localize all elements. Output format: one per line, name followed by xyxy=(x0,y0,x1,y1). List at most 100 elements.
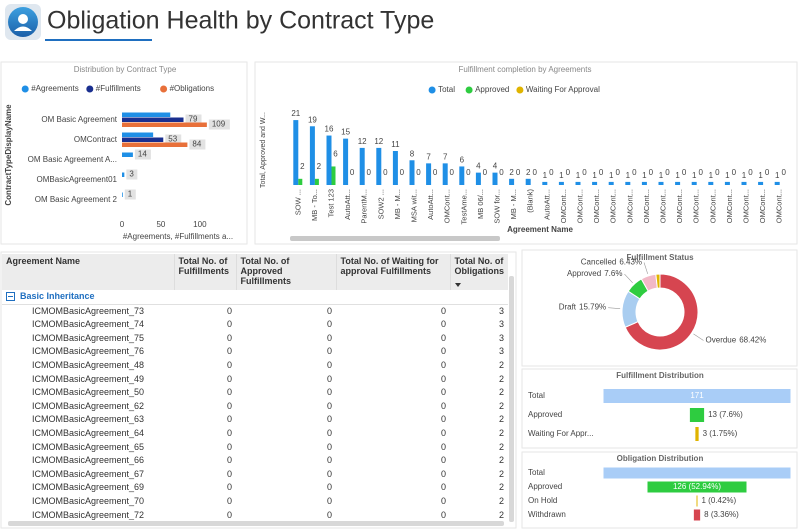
slice-label: Draft 15.79% xyxy=(559,303,606,312)
expand-toggle[interactable] xyxy=(6,292,15,302)
data-label: 0 xyxy=(549,168,554,177)
legend-swatch xyxy=(21,85,29,93)
data-label: 8 xyxy=(410,149,415,158)
bar xyxy=(675,181,681,185)
number-cell: 2 xyxy=(498,400,504,411)
funnel-bar xyxy=(603,389,791,403)
y-axis-label: Total, Approved and W... xyxy=(260,112,267,188)
number-cell: 0 xyxy=(440,427,446,438)
scrollbar[interactable] xyxy=(8,521,504,526)
name-cell: ICMOMBasicAgreement_64 xyxy=(32,427,145,438)
x-tick-label: AutoAtt... xyxy=(542,189,551,220)
name-cell: ICMOMBasicAgreement_72 xyxy=(32,509,145,520)
bar xyxy=(592,181,598,185)
legend-label: Approved xyxy=(475,85,509,94)
number-cell: 0 xyxy=(326,509,332,520)
leader-line xyxy=(693,333,704,341)
data-label: 1 xyxy=(543,171,548,180)
data-label: 2 xyxy=(526,168,531,177)
number-cell: 0 xyxy=(226,387,232,398)
number-cell: 0 xyxy=(226,427,232,438)
number-cell: 2 xyxy=(498,455,504,466)
data-label-bg xyxy=(126,169,138,180)
number-cell: 2 xyxy=(498,468,504,479)
number-cell: 0 xyxy=(326,482,332,493)
donut-slice xyxy=(655,273,661,289)
bar xyxy=(122,152,133,157)
data-label-bg xyxy=(124,189,136,200)
bar xyxy=(575,181,581,185)
funnel-bar xyxy=(693,509,701,521)
x-tick-label: OMCont... xyxy=(443,189,452,223)
slice-name: Approved xyxy=(567,269,601,278)
header-row: Agreement Name Total No. of Fulfillments T… xyxy=(2,254,508,290)
data-label: 0 xyxy=(516,168,521,177)
legend-label: #Obligations xyxy=(170,84,214,93)
category-label: Total xyxy=(528,391,545,400)
name-cell: ICMOMBasicAgreement_49 xyxy=(32,373,145,384)
column-header[interactable]: Total No. of Waiting for approval Fulfil… xyxy=(336,254,451,290)
scrollbar[interactable] xyxy=(290,236,500,241)
data-label: 171 xyxy=(690,391,704,400)
name-cell: ICMOMBasicAgreement_65 xyxy=(32,441,145,452)
category-label: Withdrawn xyxy=(528,510,566,519)
number-cell: 0 xyxy=(440,482,446,493)
number-cell: 0 xyxy=(440,373,446,384)
data-label: 0 xyxy=(632,168,637,177)
data-label: 0 xyxy=(732,168,737,177)
number-cell: 0 xyxy=(440,387,446,398)
data-label: 13 (7.6%) xyxy=(708,410,743,419)
group-row: Basic Inheritance xyxy=(2,290,508,305)
table-row: ICMOMBasicAgreement_75 0 0 0 3 xyxy=(2,332,508,346)
panel xyxy=(0,251,517,529)
number-cell: 0 xyxy=(226,414,232,425)
category-label: Approved xyxy=(528,482,562,491)
number-cell: 0 xyxy=(226,319,232,330)
x-tick-label: SOW2 ... xyxy=(376,189,385,219)
column-header[interactable]: Total No. of Fulfillments xyxy=(174,254,237,290)
x-tick-label: OMCont... xyxy=(625,189,634,223)
data-label: 0 xyxy=(748,168,753,177)
data-label: 1 xyxy=(128,190,133,199)
table-row: ICMOMBasicAgreement_63 0 0 0 2 xyxy=(2,413,508,427)
name-cell: ICMOMBasicAgreement_74 xyxy=(32,319,145,330)
bar xyxy=(122,142,188,147)
bar xyxy=(758,181,764,185)
data-label: 6 xyxy=(333,150,338,159)
number-cell: 0 xyxy=(440,346,446,357)
column-header[interactable]: Total No. of Obligations xyxy=(450,254,508,290)
x-tick-label: SOW for... xyxy=(492,189,501,224)
x-tick-label: OMCont... xyxy=(658,189,667,223)
x-tick-label: OMCont... xyxy=(559,189,568,223)
data-label: 8 (3.36%) xyxy=(704,510,739,519)
leader-line xyxy=(608,307,621,309)
number-cell: 2 xyxy=(498,441,504,452)
name-cell: ICMOMBasicAgreement_63 xyxy=(32,414,145,425)
bar xyxy=(122,137,164,142)
table-row: ICMOMBasicAgreement_74 0 0 0 3 xyxy=(2,318,508,332)
slice-label: Approved 7.6% xyxy=(567,269,622,278)
table-row: ICMOMBasicAgreement_49 0 0 0 2 xyxy=(2,373,508,387)
number-cell: 0 xyxy=(226,468,232,479)
number-cell: 0 xyxy=(326,400,332,411)
bar xyxy=(542,181,548,185)
number-cell: 2 xyxy=(498,427,504,438)
data-label: 0 xyxy=(350,168,355,177)
data-label: 0 xyxy=(466,168,471,177)
bar xyxy=(314,178,319,185)
leader-line xyxy=(624,273,633,284)
number-cell: 3 xyxy=(498,346,504,357)
name-cell: ICMOMBasicAgreement_75 xyxy=(32,332,145,343)
table-row: ICMOMBasicAgreement_73 0 0 0 3 xyxy=(2,304,508,318)
scrollbar[interactable] xyxy=(509,276,514,522)
column-header[interactable]: Agreement Name xyxy=(2,254,175,290)
table-row: ICMOMBasicAgreement_72 0 0 0 2 xyxy=(2,509,508,521)
name-cell: ICMOMBasicAgreement_76 xyxy=(32,346,145,357)
data-label: 0 xyxy=(665,168,670,177)
x-tick-label: OMCont... xyxy=(758,189,767,223)
sort-icon[interactable] xyxy=(454,283,461,287)
legend-swatch xyxy=(160,85,168,93)
column-header[interactable]: Total No. of Approved Fulfillments xyxy=(236,254,337,290)
legend-label: Total xyxy=(438,85,455,94)
